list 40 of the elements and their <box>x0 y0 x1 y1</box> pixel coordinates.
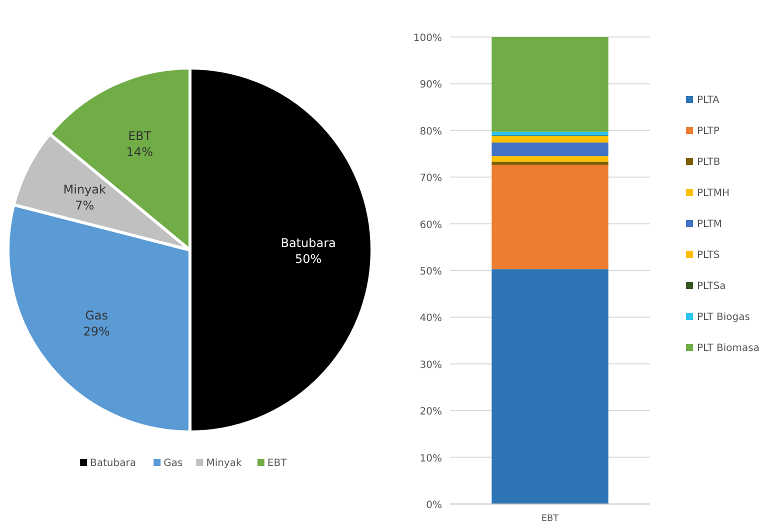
y-tick-label: 90% <box>420 80 442 91</box>
data-label: 14% <box>126 144 153 159</box>
legend-label: PLT Biogas <box>697 312 750 323</box>
legend-label: Minyak <box>206 458 242 469</box>
data-label: 7% <box>75 198 94 212</box>
y-tick-label: 30% <box>420 360 442 371</box>
legend-label: Gas <box>164 458 183 469</box>
bar <box>492 164 608 270</box>
slice-label: Minyak <box>63 182 106 196</box>
y-tick-label: 60% <box>420 220 442 231</box>
legend-label: PLTA <box>697 95 720 106</box>
bar <box>492 136 608 143</box>
bar <box>492 269 608 504</box>
legend-label: PLTB <box>697 157 720 168</box>
y-tick-label: 0% <box>426 500 442 511</box>
data-label: 50% <box>294 252 322 266</box>
legend-label: PLT Biomasa <box>697 343 760 354</box>
y-tick-label: 10% <box>420 453 442 464</box>
slice-label: EBT <box>128 128 152 143</box>
legend-label: Batubara <box>90 458 136 469</box>
bar <box>492 156 608 162</box>
legend-label: EBT <box>267 458 288 469</box>
y-tick-label: 20% <box>420 406 442 418</box>
y-tick-label: 40% <box>420 313 442 324</box>
slice-label: Gas <box>85 308 108 323</box>
legend-label: PLTS <box>697 250 720 261</box>
bar <box>492 142 608 156</box>
y-tick-label: 100% <box>413 33 442 44</box>
legend-label: PLTMH <box>697 188 730 199</box>
legend-label: PLTM <box>697 219 722 230</box>
legend-label: PLTSa <box>697 281 726 292</box>
data-label: 29% <box>83 324 110 339</box>
y-tick-label: 50% <box>420 266 442 278</box>
bar <box>492 37 608 132</box>
y-tick-label: 80% <box>420 126 442 138</box>
legend-label: PLTP <box>697 126 720 137</box>
bar <box>492 132 608 136</box>
bar <box>492 162 608 165</box>
slice-label: Batubara <box>280 236 336 250</box>
y-tick-label: 70% <box>420 173 442 184</box>
